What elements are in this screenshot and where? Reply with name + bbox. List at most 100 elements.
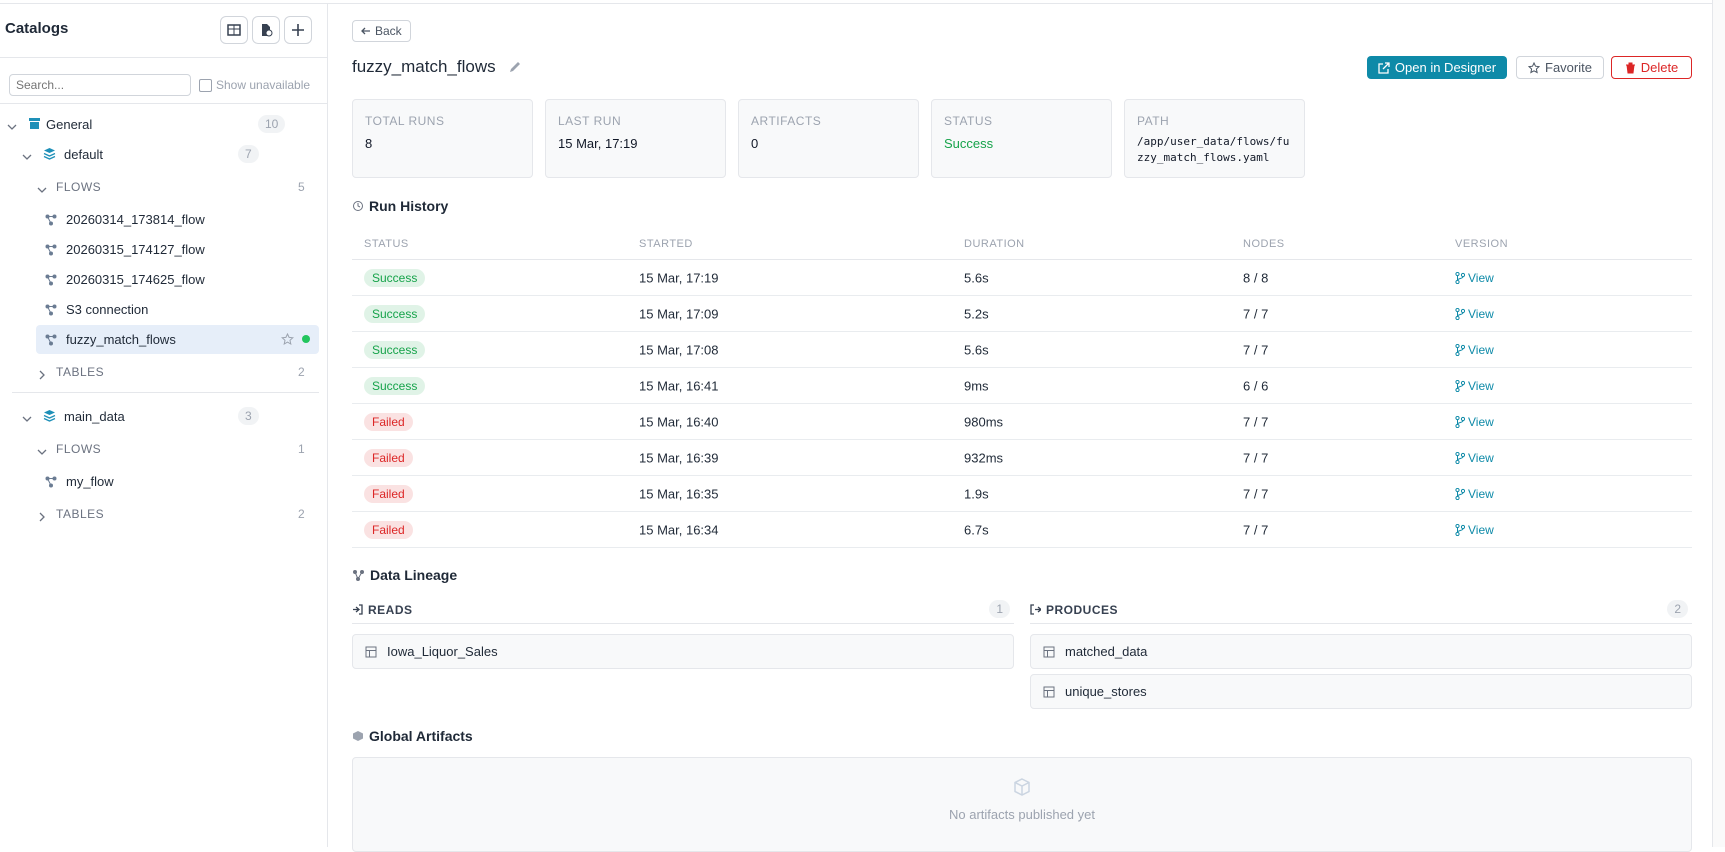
tree-row[interactable]: General 10 <box>0 109 327 139</box>
lineage-item[interactable]: matched_data <box>1030 634 1692 669</box>
lineage-header: READS 1 <box>352 596 1014 624</box>
tree-row[interactable]: 20260315_174625_flow <box>0 264 327 294</box>
stat-card: LAST RUN 15 Mar, 17:19 <box>545 99 726 178</box>
catalog-count: 10 <box>258 115 286 133</box>
stat-label: PATH <box>1137 114 1170 128</box>
flow-name[interactable]: fuzzy_match_flows <box>66 331 176 347</box>
flow-name[interactable]: 20260314_173814_flow <box>66 211 205 227</box>
table-button[interactable] <box>220 16 248 44</box>
flow-name[interactable]: S3 connection <box>66 301 149 317</box>
add-button[interactable] <box>284 16 312 44</box>
lineage-item[interactable]: Iowa_Liquor_Sales <box>352 634 1014 669</box>
button-label: Delete <box>1640 60 1679 75</box>
status-pill: Failed <box>364 448 413 467</box>
table-row: Failed 15 Mar, 16:35 1.9s 7 / 7 View <box>352 476 1692 512</box>
cell: 6 / 6 <box>1243 378 1269 393</box>
version-link[interactable]: View <box>1455 379 1494 393</box>
stat-card: TOTAL RUNS 8 <box>352 99 533 178</box>
table-row: Success 15 Mar, 17:19 5.6s 8 / 8 View <box>352 260 1692 296</box>
tree-row[interactable]: 20260314_173814_flow <box>0 204 327 234</box>
section-title: Global Artifacts <box>352 728 473 744</box>
open-designer-button[interactable]: Open in Designer <box>1367 56 1507 79</box>
page-title: fuzzy_match_flows <box>352 57 522 77</box>
tree-row[interactable]: main_data 3 <box>0 401 327 431</box>
schema-count: 3 <box>238 407 259 425</box>
file-button[interactable] <box>252 16 280 44</box>
version-label: View <box>1468 270 1494 285</box>
scrollbar <box>1712 0 1725 847</box>
status-pill: Success <box>364 268 426 287</box>
tree-row[interactable]: TABLES 2 <box>0 354 327 389</box>
sidebar-tools <box>220 16 312 44</box>
lineage-header: PRODUCES 2 <box>1030 596 1692 624</box>
run-table: STATUS STARTED DURATION NODES VERSION Success… <box>352 228 1692 558</box>
section-count: 2 <box>298 364 305 379</box>
divider <box>0 103 327 104</box>
table-name: unique_stores <box>1065 684 1147 699</box>
status-pill: Failed <box>364 484 413 503</box>
tree-row[interactable]: FLOWS 5 <box>0 169 327 204</box>
delete-button[interactable]: Delete <box>1611 56 1692 79</box>
show-unavailable[interactable]: Show unavailable <box>199 78 310 92</box>
version-link[interactable]: View <box>1455 487 1494 501</box>
tree-row[interactable]: TABLES 2 <box>0 496 327 531</box>
tree-row[interactable]: default 7 <box>0 139 327 169</box>
version-link[interactable]: View <box>1455 415 1494 429</box>
table-row: Success 15 Mar, 17:09 5.2s 7 / 7 View <box>352 296 1692 332</box>
lineage-label: READS <box>368 602 413 617</box>
tree-row[interactable]: S3 connection <box>0 294 327 324</box>
version-label: View <box>1468 378 1494 393</box>
favorite-button[interactable]: Favorite <box>1516 56 1604 79</box>
tree-row[interactable]: fuzzy_match_flows <box>0 324 327 354</box>
version-link[interactable]: View <box>1455 523 1494 537</box>
back-button[interactable]: Back <box>352 20 411 42</box>
sidebar: Catalogs Show unavailable General 10 defau… <box>0 4 328 847</box>
table-row: Failed 15 Mar, 16:34 6.7s 7 / 7 View <box>352 512 1692 548</box>
version-label: View <box>1468 342 1494 357</box>
status-pill: Success <box>364 340 426 359</box>
top-bar <box>0 0 1725 4</box>
cell: 7 / 7 <box>1243 522 1269 537</box>
cell: 7 / 7 <box>1243 486 1269 501</box>
version-label: View <box>1468 486 1494 501</box>
cell: 5.6s <box>964 270 989 285</box>
stat-label: STATUS <box>944 114 993 128</box>
flow-name[interactable]: my_flow <box>66 473 114 489</box>
tree-row[interactable]: my_flow <box>0 466 327 496</box>
stat-card: PATH/app/user_data/flows/fuzzy_match_flo… <box>1124 99 1305 178</box>
lineage-count: 1 <box>989 600 1010 618</box>
search-input[interactable] <box>9 74 191 96</box>
version-label: View <box>1468 414 1494 429</box>
column-header: STARTED <box>639 237 693 250</box>
schema-count: 7 <box>238 145 259 163</box>
stat-value: 8 <box>365 136 373 151</box>
tree-row[interactable]: 20260315_174127_flow <box>0 234 327 264</box>
version-link[interactable]: View <box>1455 451 1494 465</box>
column-header: STATUS <box>364 237 409 250</box>
table-header: STATUS STARTED DURATION NODES VERSION <box>352 228 1692 260</box>
section-label: TABLES <box>56 506 105 521</box>
lineage-item[interactable]: unique_stores <box>1030 674 1692 709</box>
button-label: Favorite <box>1545 60 1592 75</box>
flow-name[interactable]: 20260315_174625_flow <box>66 271 205 287</box>
table-row: Success 15 Mar, 16:41 9ms 6 / 6 View <box>352 368 1692 404</box>
schema-name: default <box>64 146 104 162</box>
table-name: matched_data <box>1065 644 1148 659</box>
cell: 5.6s <box>964 342 989 357</box>
empty-text: No artifacts published yet <box>949 807 1095 822</box>
version-link[interactable]: View <box>1455 271 1494 285</box>
cell: 6.7s <box>964 522 989 537</box>
column-header: DURATION <box>964 237 1025 250</box>
cell: 7 / 7 <box>1243 450 1269 465</box>
tree-row[interactable]: FLOWS 1 <box>0 431 327 466</box>
version-link[interactable]: View <box>1455 307 1494 321</box>
version-label: View <box>1468 522 1494 537</box>
sidebar-title: Catalogs <box>5 20 69 37</box>
status-pill: Failed <box>364 520 413 539</box>
cell: 15 Mar, 16:35 <box>639 486 719 501</box>
table-row: Success 15 Mar, 17:08 5.6s 7 / 7 View <box>352 332 1692 368</box>
flow-name[interactable]: 20260315_174127_flow <box>66 241 205 257</box>
artifacts-empty: No artifacts published yet <box>352 757 1692 852</box>
column-header: VERSION <box>1455 237 1509 250</box>
version-link[interactable]: View <box>1455 343 1494 357</box>
